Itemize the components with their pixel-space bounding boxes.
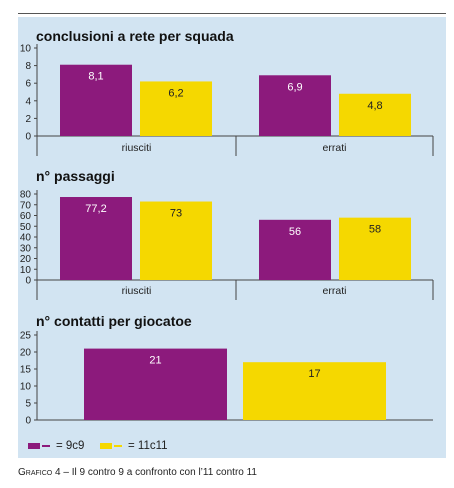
chart-2-y-tick-label: 80 xyxy=(20,190,32,201)
chart-3-value-label-11c11-1: 17 xyxy=(308,368,320,380)
chart-3-value-label-9c9-1: 21 xyxy=(149,355,161,367)
chart-2-y-tick-label: 20 xyxy=(20,254,32,265)
chart-1-y-tick-label: 4 xyxy=(25,96,31,107)
chart-3-title: n° contatti per giocatoe xyxy=(36,313,192,329)
chart-3-y-tick-label: 20 xyxy=(20,348,32,359)
chart-1-y-tick-label: 6 xyxy=(25,79,31,90)
legend-item-9c9: = 9c9 xyxy=(28,440,84,452)
chart-1-y-tick-label: 8 xyxy=(25,61,31,72)
chart-2-bar-11c11-1 xyxy=(140,201,212,280)
chart-1-value-label-9c9-1: 8,1 xyxy=(88,71,103,83)
chart-2-bar-11c11-2 xyxy=(339,217,411,280)
chart-1-category-label-2: errati xyxy=(323,142,347,154)
chart-2-bar-9c9-1 xyxy=(60,197,132,280)
caption-text: – Il 9 contro 9 a confronto con l’11 con… xyxy=(60,467,257,478)
chart-3-y-tick-label: 25 xyxy=(20,331,32,342)
chart-2-y-tick-label: 0 xyxy=(25,276,31,287)
chart-2-y-tick-label: 50 xyxy=(20,222,32,233)
figure-caption: Grafico 4 – Il 9 contro 9 a confronto co… xyxy=(18,467,257,478)
top-rule xyxy=(18,13,446,14)
chart-2-value-label-9c9-1: 77,2 xyxy=(85,203,106,215)
chart-1-value-label-11c11-1: 6,2 xyxy=(168,87,183,99)
chart-3-y-tick-label: 10 xyxy=(20,382,32,393)
legend-swatch-9c9 xyxy=(28,443,40,449)
chart-2-value-label-11c11-1: 73 xyxy=(170,208,182,220)
chart-2-value-label-9c9-2: 56 xyxy=(289,226,301,238)
caption-lead: Grafico 4 xyxy=(18,467,61,478)
chart-3-y-tick-label: 0 xyxy=(25,416,31,427)
chart-3-bar-9c9-1 xyxy=(84,348,227,420)
chart-2-bar-9c9-2 xyxy=(259,219,331,280)
chart-3-y-tick-label: 5 xyxy=(25,399,31,410)
chart-2-value-label-11c11-2: 58 xyxy=(369,224,381,236)
chart-1-value-label-11c11-2: 4,8 xyxy=(367,100,382,112)
legend-item-11c11: = 11c11 xyxy=(100,440,168,452)
chart-2-category-label-1: riusciti xyxy=(122,285,152,297)
legend-label-9c9: = 9c9 xyxy=(56,440,85,452)
chart-2-y-tick-label: 30 xyxy=(20,243,32,254)
chart-1-category-label-1: riusciti xyxy=(122,142,152,154)
chart-2-title: n° passaggi xyxy=(36,168,115,184)
chart-1-title: conclusioni a rete per squada xyxy=(36,28,234,44)
chart-2-y-tick-label: 40 xyxy=(20,233,32,244)
chart-1-bar-9c9-2 xyxy=(259,75,331,136)
chart-3-bar-11c11-1 xyxy=(243,362,386,420)
legend-label-11c11: = 11c11 xyxy=(128,440,168,452)
chart-2-y-tick-label: 10 xyxy=(20,265,32,276)
chart-1-value-label-9c9-2: 6,9 xyxy=(287,81,302,93)
chart-1-y-tick-label: 0 xyxy=(25,132,31,143)
chart-1-bar-11c11-1 xyxy=(140,81,212,136)
chart-1-y-tick-label: 10 xyxy=(20,44,32,55)
chart-1-bar-11c11-2 xyxy=(339,93,411,136)
legend-dash-9c9 xyxy=(42,445,50,447)
legend-dash-11c11 xyxy=(114,445,122,447)
chart-1-bar-9c9-1 xyxy=(60,64,132,136)
chart-2-y-tick-label: 60 xyxy=(20,211,32,222)
chart-2-y-tick-label: 70 xyxy=(20,200,32,211)
legend-swatch-11c11 xyxy=(100,443,112,449)
chart-2-category-label-2: errati xyxy=(323,285,347,297)
chart-1-y-tick-label: 2 xyxy=(25,114,31,125)
chart-3-y-tick-label: 15 xyxy=(20,365,32,376)
